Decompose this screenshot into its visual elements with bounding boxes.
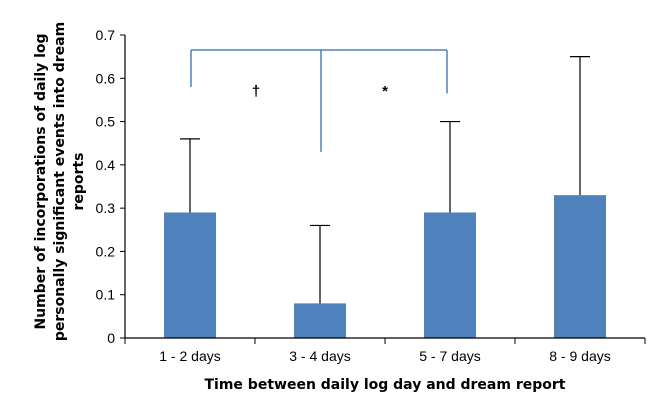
y-tick-label: 0.5 [96,114,116,130]
x-tick-label: 1 - 2 days [159,348,220,364]
y-tick-label: 0.7 [96,27,116,43]
x-tick-label: 8 - 9 days [549,348,610,364]
y-tick-label: 0.6 [96,70,116,86]
bar [424,212,476,338]
x-axis-title: Time between daily log day and dream rep… [205,377,566,393]
y-axis-title: Number of incorporations of daily log per… [33,22,87,341]
y-tick-label: 0.4 [96,157,116,173]
y-tick-label: 0.2 [96,243,116,259]
y-axis-title-line: reports [71,153,87,211]
significance-asterisk: * [382,83,388,100]
significance-dagger: † [252,83,260,100]
bar [294,303,346,338]
bars [164,195,606,338]
x-tick-label: 3 - 4 days [289,348,350,364]
y-axis-ticks: 0 0.1 0.2 0.3 0.4 0.5 0.6 0.7 [96,27,125,346]
x-tick-label: 5 - 7 days [419,348,480,364]
y-tick-label: 0 [107,330,115,346]
y-tick-label: 0.3 [96,200,116,216]
bar [164,212,216,338]
x-axis-ticks: 1 - 2 days 3 - 4 days 5 - 7 days 8 - 9 days [124,338,646,364]
significance-brackets: † * [190,49,448,152]
error-bars [180,56,590,304]
y-axis-title-line: personally significant events into dream [52,22,68,341]
y-axis-title-line: Number of incorporations of daily log [33,33,49,329]
bar [554,195,606,338]
y-tick-label: 0.1 [96,287,116,303]
